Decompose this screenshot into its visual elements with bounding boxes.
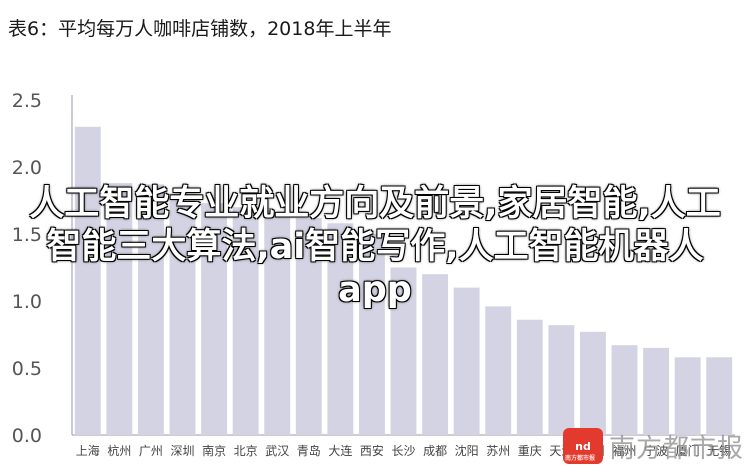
x-tick-label: 杭州 [107,443,131,458]
overlay-caption: 人工智能专业就业方向及前景,家居智能,人工智能三大算法,ai智能写作,人工智能机… [29,184,721,310]
x-tick-label: 北京 [234,444,258,458]
newspaper-logo-icon: nd 南方都市报 [563,428,603,464]
y-tick-label: 2.0 [12,157,42,179]
x-tick-label: 成都 [423,444,447,458]
bar [232,207,259,435]
x-tick-label: 大连 [328,443,352,458]
x-tick-label: 无锡 [707,443,731,458]
x-tick-label: 重庆 [518,444,542,458]
bar [422,274,449,435]
bar [579,331,606,435]
x-tick-label: 厦门 [676,443,700,458]
x-tick-label: 宁波 [644,443,668,458]
bar [516,319,543,435]
bar [169,193,196,435]
watermark-logo-text: nd [575,439,591,453]
x-tick-label: 长沙 [391,444,415,458]
x-tick-label: 深圳 [170,444,194,458]
bar [643,347,670,435]
bar [674,357,701,435]
x-tick-label: 福州 [612,443,636,458]
x-tick-label: 广州 [139,444,163,458]
bar [706,357,733,435]
x-tick-label: 沈阳 [455,443,479,458]
bar [548,325,575,435]
x-tick-label: 西安 [360,443,384,458]
y-tick-label: 0.5 [12,358,42,380]
watermark-logo-subtext: 南方都市报 [565,455,596,462]
bar [611,345,638,435]
x-tick-label: 南京 [202,443,226,458]
y-tick-label: 1.0 [12,291,42,313]
chart-title: 表6：平均每万人咖啡店铺数，2018年上半年 [8,18,392,40]
bar [106,183,133,435]
x-tick-label: 上海 [76,443,100,458]
x-tick-label: 苏州 [486,444,510,458]
watermark: nd 南方都市报 南方都市报 [563,428,745,464]
y-tick-label: 0.0 [12,425,42,447]
bar [201,203,228,435]
x-tick-label: 武汉 [265,444,289,458]
y-tick-label: 1.5 [12,224,42,246]
bar [390,267,417,435]
bar [453,287,480,435]
bar [74,126,101,436]
bar [358,234,385,435]
bar [264,213,291,435]
bar [137,184,164,435]
bar [295,217,322,435]
y-tick-label: 2.5 [12,90,42,112]
watermark-text: 南方都市报 [609,434,745,464]
bar [485,306,512,435]
bar [327,223,354,435]
x-tick-label: 青岛 [297,443,321,458]
